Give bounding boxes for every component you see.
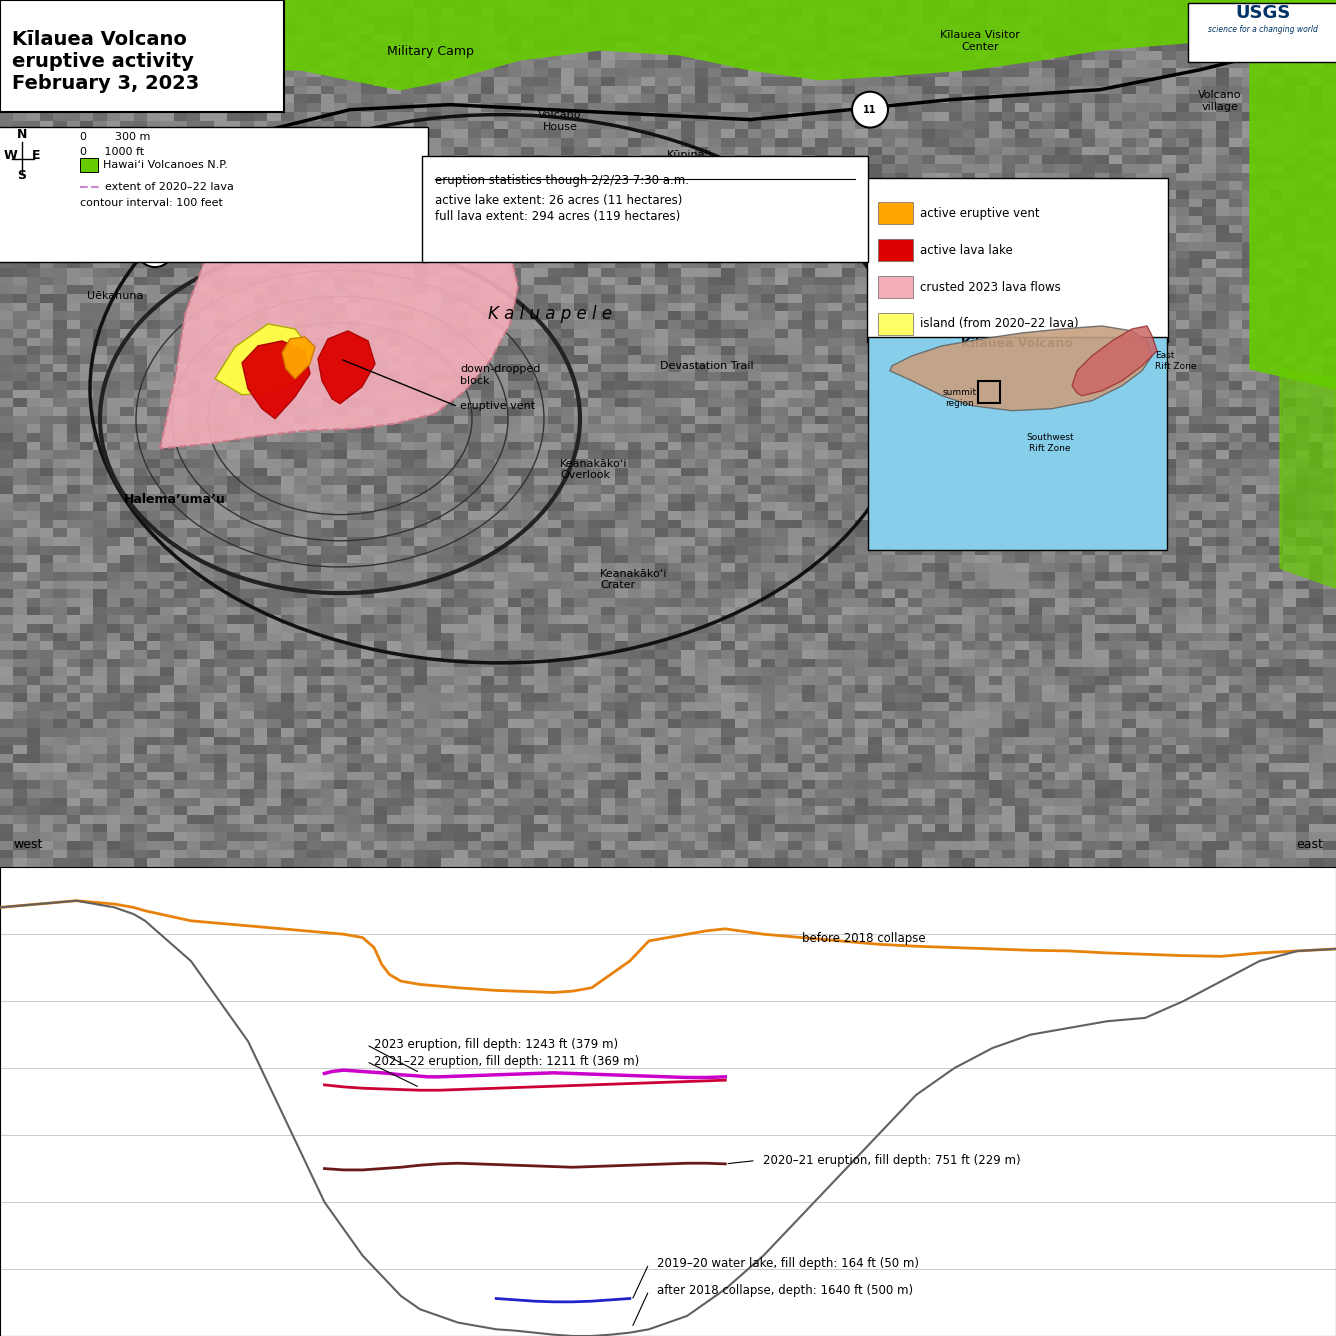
Text: extent of 2020–22 lava: extent of 2020–22 lava <box>106 183 234 192</box>
Text: full lava extent: 294 acres (119 hectares): full lava extent: 294 acres (119 hectare… <box>436 210 680 223</box>
Bar <box>878 313 912 335</box>
FancyBboxPatch shape <box>422 156 868 262</box>
Text: E: E <box>32 150 40 163</box>
Text: Kīlauea Visitor
Center: Kīlauea Visitor Center <box>941 31 1019 52</box>
Text: Southwest
Rift Zone: Southwest Rift Zone <box>1026 433 1074 453</box>
Text: Keanakākoʻi
Crater: Keanakākoʻi Crater <box>600 569 668 591</box>
Text: 2020–21 eruption, fill depth: 751 ft (229 m): 2020–21 eruption, fill depth: 751 ft (22… <box>763 1154 1021 1168</box>
Bar <box>80 159 98 172</box>
Text: 11: 11 <box>863 104 876 115</box>
Text: Halemaʼumaʼu: Halemaʼumaʼu <box>124 493 226 506</box>
Text: Kīlauea Iki
Crater: Kīlauea Iki Crater <box>958 285 1022 313</box>
Text: contour interval: 100 feet: contour interval: 100 feet <box>80 198 223 208</box>
Text: Kūpinaʻi
Pali: Kūpinaʻi Pali <box>668 150 712 171</box>
Text: eruptive vent: eruptive vent <box>460 401 536 410</box>
Circle shape <box>852 92 888 128</box>
Text: down-dropped
block: down-dropped block <box>460 365 540 386</box>
Polygon shape <box>318 331 375 403</box>
Text: active eruptive vent: active eruptive vent <box>921 207 1039 220</box>
Polygon shape <box>261 0 1336 90</box>
Text: Volcano
House: Volcano House <box>538 110 581 131</box>
Text: east: east <box>1296 839 1323 851</box>
FancyBboxPatch shape <box>0 0 285 112</box>
Polygon shape <box>1250 0 1336 389</box>
Text: active lava lake: active lava lake <box>921 243 1013 257</box>
Text: summit
region: summit region <box>943 389 977 407</box>
Text: S: S <box>17 170 27 183</box>
Circle shape <box>138 231 172 267</box>
Text: science for a changing world: science for a changing world <box>1208 25 1317 33</box>
Text: Wahinekapu: Wahinekapu <box>331 130 409 143</box>
Polygon shape <box>160 191 518 449</box>
Polygon shape <box>282 337 315 379</box>
Text: W: W <box>3 150 17 163</box>
Text: Volcano
village: Volcano village <box>1198 90 1241 112</box>
Text: Uēkahuna: Uēkahuna <box>87 291 143 301</box>
Polygon shape <box>242 341 310 418</box>
Polygon shape <box>890 326 1152 410</box>
Polygon shape <box>215 323 313 394</box>
Text: N: N <box>17 127 27 140</box>
Text: 0        300 m: 0 300 m <box>80 131 151 142</box>
Text: 11: 11 <box>148 244 162 254</box>
Text: Devastation Trail: Devastation Trail <box>660 361 754 371</box>
FancyBboxPatch shape <box>1188 3 1336 61</box>
Text: eruption statistics though 2/2/23 7:30 a.m.: eruption statistics though 2/2/23 7:30 a… <box>436 175 689 187</box>
Text: K a l u a p e l e: K a l u a p e l e <box>488 305 612 323</box>
Text: 2021–22 eruption, fill depth: 1211 ft (369 m): 2021–22 eruption, fill depth: 1211 ft (3… <box>374 1055 640 1067</box>
Text: before 2018 collapse: before 2018 collapse <box>802 933 926 946</box>
Text: active lake extent: 26 acres (11 hectares): active lake extent: 26 acres (11 hectare… <box>436 194 683 207</box>
Text: crusted 2023 lava flows: crusted 2023 lava flows <box>921 281 1061 294</box>
Text: Kīlauea Volcano: Kīlauea Volcano <box>961 337 1073 350</box>
Text: island (from 2020–22 lava): island (from 2020–22 lava) <box>921 318 1078 330</box>
Text: Military Camp: Military Camp <box>386 45 473 57</box>
Text: Hawaiʻi Volcanoes N.P.: Hawaiʻi Volcanoes N.P. <box>103 160 228 171</box>
FancyBboxPatch shape <box>867 179 1168 342</box>
Text: 2019–20 water lake, fill depth: 164 ft (50 m): 2019–20 water lake, fill depth: 164 ft (… <box>656 1257 919 1271</box>
Bar <box>878 277 912 298</box>
Text: Keanakākoʻi
Overlook: Keanakākoʻi Overlook <box>560 458 628 481</box>
Text: USGS: USGS <box>1236 4 1291 21</box>
Text: after 2018 collapse, depth: 1640 ft (500 m): after 2018 collapse, depth: 1640 ft (500… <box>656 1284 912 1297</box>
Polygon shape <box>1280 369 1336 588</box>
FancyBboxPatch shape <box>868 337 1168 550</box>
FancyBboxPatch shape <box>0 127 428 262</box>
Bar <box>978 381 1001 402</box>
Polygon shape <box>1071 326 1157 395</box>
Bar <box>878 202 912 224</box>
Text: Kīlauea
Overlook: Kīlauea Overlook <box>235 210 285 231</box>
Text: 2023 eruption, fill depth: 1243 ft (379 m): 2023 eruption, fill depth: 1243 ft (379 … <box>374 1038 619 1051</box>
Bar <box>878 239 912 261</box>
Text: Kīlauea Volcano
eruptive activity
February 3, 2023: Kīlauea Volcano eruptive activity Februa… <box>12 29 199 94</box>
Text: west: west <box>13 839 43 851</box>
Text: East
Rift Zone: East Rift Zone <box>1156 351 1197 371</box>
Text: 0     1000 ft: 0 1000 ft <box>80 147 144 156</box>
